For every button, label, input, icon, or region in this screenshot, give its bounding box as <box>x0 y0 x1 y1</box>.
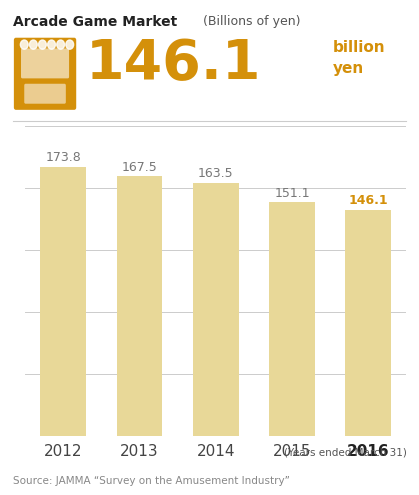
Text: (Billions of yen): (Billions of yen) <box>203 15 301 28</box>
Circle shape <box>57 40 65 49</box>
Bar <box>345 209 391 436</box>
Text: 167.5: 167.5 <box>122 161 158 174</box>
Text: 173.8: 173.8 <box>45 151 81 164</box>
Bar <box>193 183 239 436</box>
Text: billion: billion <box>333 40 386 54</box>
Text: 146.1: 146.1 <box>86 37 261 91</box>
Text: 163.5: 163.5 <box>198 167 234 180</box>
Circle shape <box>39 40 47 49</box>
FancyBboxPatch shape <box>14 38 76 110</box>
Circle shape <box>48 40 55 49</box>
Circle shape <box>21 40 28 49</box>
Circle shape <box>66 40 74 49</box>
FancyBboxPatch shape <box>24 84 66 104</box>
Text: yen: yen <box>333 61 365 76</box>
Text: 146.1: 146.1 <box>349 194 388 207</box>
Circle shape <box>29 40 37 49</box>
Text: Arcade Game Market: Arcade Game Market <box>13 15 177 29</box>
Text: (Years ended March 31): (Years ended March 31) <box>284 448 406 458</box>
FancyBboxPatch shape <box>21 49 69 78</box>
Bar <box>269 202 315 436</box>
Text: Source: JAMMA “Survey on the Amusement Industry”: Source: JAMMA “Survey on the Amusement I… <box>13 476 290 486</box>
Text: 151.1: 151.1 <box>274 187 310 199</box>
Bar <box>116 177 163 436</box>
Bar <box>40 167 86 436</box>
